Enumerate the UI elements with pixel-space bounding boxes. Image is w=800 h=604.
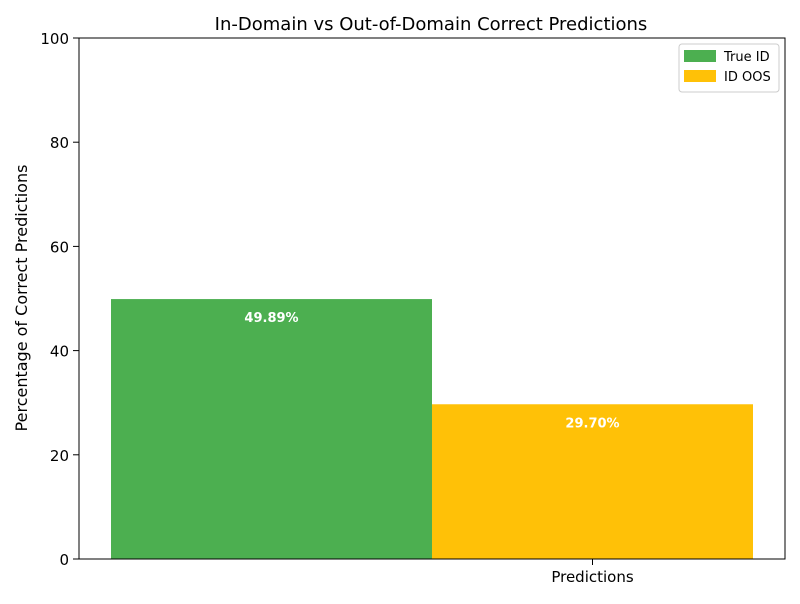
legend: True ID ID OOS [678,43,780,93]
y-axis-label: Percentage of Correct Predictions [12,165,31,432]
y-tick-label: 20 [50,447,69,465]
y-tick-label: 100 [40,30,69,48]
bars [111,299,753,559]
bar-value-label: 29.70% [565,416,619,431]
x-axis-ticks: Predictions [551,559,634,586]
legend-label: ID OOS [724,70,771,85]
y-tick-label: 40 [50,343,69,361]
legend-swatch [684,50,716,62]
axes-frame [78,37,786,560]
bar-value-label: 49.89% [244,311,298,326]
y-tick-label: 0 [59,551,69,569]
x-tick-label: Predictions [551,568,634,586]
bar-true-id [111,299,432,559]
legend-label: True ID [723,50,770,65]
y-tick-label: 60 [50,238,69,256]
y-axis-ticks: 0 20 40 60 80 100 [40,30,79,569]
y-tick-label: 80 [50,134,69,152]
bar-value-labels: 49.89% 29.70% [244,311,619,431]
bar-id-oos [432,404,753,559]
legend-swatch [684,70,716,82]
chart-title: In-Domain vs Out-of-Domain Correct Predi… [215,14,648,35]
